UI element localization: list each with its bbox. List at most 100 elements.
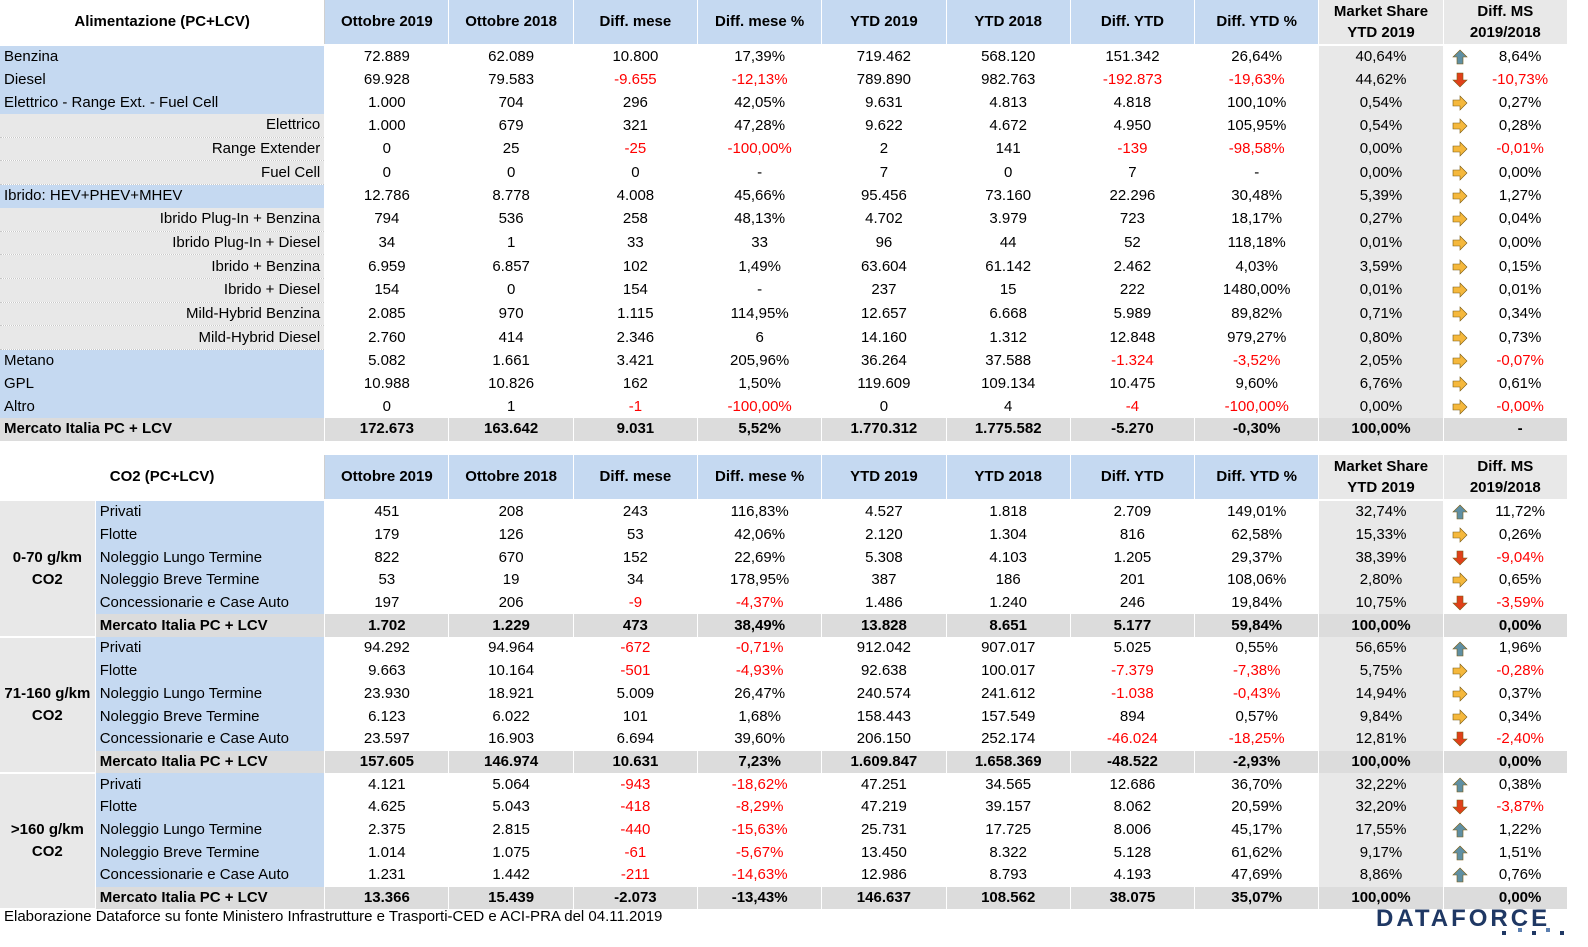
value-cell: 9.631 bbox=[821, 91, 947, 115]
row-label: Ibrido: HEV+PHEV+MHEV bbox=[0, 184, 326, 208]
value-cell: 8,86% bbox=[1318, 864, 1444, 887]
value-cell: 157.549 bbox=[946, 705, 1071, 728]
diff-ms-cell: -10,73% bbox=[1443, 68, 1569, 92]
diff-ms-value: -0,07% bbox=[1496, 352, 1544, 370]
value-cell: 61.142 bbox=[946, 254, 1071, 279]
value-cell: 149,01% bbox=[1194, 500, 1320, 524]
value-cell: 22,69% bbox=[697, 546, 823, 570]
diff-ms-cell: 1,96% bbox=[1443, 637, 1569, 660]
row-label: Privati bbox=[95, 773, 326, 796]
diff-ms-cell: 0,04% bbox=[1443, 207, 1569, 231]
value-cell: 12.986 bbox=[821, 864, 947, 887]
value-cell: -13,43% bbox=[697, 886, 823, 910]
up-arrow-icon bbox=[1451, 504, 1468, 520]
value-cell: 0 bbox=[324, 160, 450, 185]
diff-ms-value: 0,00% bbox=[1498, 752, 1542, 770]
value-cell: 4.527 bbox=[821, 500, 947, 524]
diff-ms-value: 1,51% bbox=[1498, 843, 1542, 861]
row-label: Flotte bbox=[95, 659, 326, 683]
row-label: Ibrido + Diesel bbox=[0, 278, 326, 303]
value-cell: 12.786 bbox=[324, 184, 450, 208]
diff-ms-cell: 1,27% bbox=[1443, 184, 1569, 208]
value-cell: 38,49% bbox=[697, 614, 823, 638]
total-row: Mercato Italia PC + LCV 13.366 15.439 -2.07… bbox=[0, 886, 1569, 910]
value-cell: 40,64% bbox=[1318, 45, 1444, 69]
value-cell: 0,71% bbox=[1318, 302, 1444, 326]
value-cell: 17,39% bbox=[697, 45, 823, 69]
value-cell: -672 bbox=[573, 637, 699, 660]
value-cell: 206.150 bbox=[821, 727, 947, 751]
row-label: Metano bbox=[0, 349, 326, 373]
value-cell: 72.889 bbox=[324, 45, 450, 69]
value-cell: 568.120 bbox=[946, 45, 1071, 69]
value-cell: 108.562 bbox=[946, 886, 1071, 910]
row-label: Noleggio Lungo Termine bbox=[95, 546, 326, 570]
value-cell: 0,80% bbox=[1318, 325, 1444, 350]
value-cell: 9.663 bbox=[324, 659, 450, 683]
diff-ms-value: 0,34% bbox=[1498, 304, 1542, 322]
value-cell: 179 bbox=[324, 523, 450, 547]
up-arrow-icon bbox=[1451, 845, 1468, 860]
diff-ms-value: 11,72% bbox=[1495, 503, 1545, 521]
value-cell: 9,17% bbox=[1318, 841, 1444, 864]
row-label: Benzina bbox=[0, 45, 326, 69]
value-cell: 205,96% bbox=[697, 349, 823, 373]
value-cell: 35,07% bbox=[1194, 886, 1320, 910]
value-cell: -440 bbox=[573, 818, 699, 842]
diff-ms-value: 0,00% bbox=[1498, 616, 1542, 634]
value-cell: 26,47% bbox=[697, 682, 823, 706]
diff-ms-cell: 0,73% bbox=[1443, 325, 1569, 350]
value-cell: 32,74% bbox=[1318, 500, 1444, 524]
diff-ms-cell: 0,15% bbox=[1443, 254, 1569, 279]
value-cell: 48,13% bbox=[697, 207, 823, 231]
diff-ms-value: -3,87% bbox=[1496, 798, 1544, 816]
value-cell: 62.089 bbox=[448, 45, 574, 69]
value-cell: 62,58% bbox=[1194, 523, 1320, 547]
value-cell: 178,95% bbox=[697, 569, 823, 592]
value-cell: - bbox=[697, 278, 823, 303]
diff-ms-value: -3,59% bbox=[1496, 594, 1544, 612]
value-cell: 116,83% bbox=[697, 500, 823, 524]
value-cell: 42,05% bbox=[697, 91, 823, 115]
value-cell: -12,13% bbox=[697, 68, 823, 92]
value-cell: 79.583 bbox=[448, 68, 574, 92]
value-cell: 1.115 bbox=[573, 302, 699, 326]
value-cell: 8.778 bbox=[448, 184, 574, 208]
value-cell: 52 bbox=[1070, 231, 1196, 255]
value-cell: -501 bbox=[573, 659, 699, 683]
value-cell: 0,57% bbox=[1194, 705, 1320, 728]
value-cell: 1.229 bbox=[448, 614, 574, 638]
value-cell: 1.000 bbox=[324, 91, 450, 115]
column-header: Ottobre 2019 bbox=[324, 0, 450, 46]
diff-ms-value: 0,65% bbox=[1498, 571, 1542, 589]
table-row: Diesel 69.928 79.583 -9.655 -12,13% 789.890 98… bbox=[0, 68, 1569, 92]
value-cell: 25.731 bbox=[821, 818, 947, 842]
value-cell: -18,62% bbox=[697, 773, 823, 796]
value-cell: 44,62% bbox=[1318, 68, 1444, 92]
value-cell: 5.025 bbox=[1070, 637, 1196, 660]
right-arrow-icon bbox=[1452, 258, 1468, 275]
row-label: Concessionarie e Case Auto bbox=[95, 864, 326, 887]
value-cell: 100,10% bbox=[1194, 91, 1320, 115]
value-cell: 18,17% bbox=[1194, 207, 1320, 231]
value-cell: 114,95% bbox=[697, 302, 823, 326]
value-cell: 100,00% bbox=[1318, 750, 1444, 774]
value-cell: 1.205 bbox=[1070, 546, 1196, 570]
source-footnote: Elaborazione Dataforce su fonte Minister… bbox=[4, 908, 663, 925]
value-cell: 4,03% bbox=[1194, 254, 1320, 279]
value-cell: 15 bbox=[946, 278, 1071, 303]
value-cell: 2,80% bbox=[1318, 569, 1444, 592]
value-cell: -943 bbox=[573, 773, 699, 796]
value-cell: 0 bbox=[324, 395, 450, 418]
value-cell: -5.270 bbox=[1070, 418, 1196, 441]
table-row: Noleggio Breve Termine 53 19 34 178,95% 387 18… bbox=[0, 569, 1569, 592]
value-cell: 3.421 bbox=[573, 349, 699, 373]
value-cell: 1,49% bbox=[697, 254, 823, 279]
table-row: Concessionarie e Case Auto 1.231 1.442 -211… bbox=[0, 864, 1569, 887]
table-row: Concessionarie e Case Auto 197 206 -9 -4,37%… bbox=[0, 591, 1569, 615]
right-arrow-icon bbox=[1452, 117, 1468, 134]
value-cell: 36.264 bbox=[821, 349, 947, 373]
table-row: Flotte 179 126 53 42,06% 2.120 1.304 816 62,58% 1… bbox=[0, 523, 1569, 547]
value-cell: 2.709 bbox=[1070, 500, 1196, 524]
row-label: Noleggio Breve Termine bbox=[95, 841, 326, 864]
